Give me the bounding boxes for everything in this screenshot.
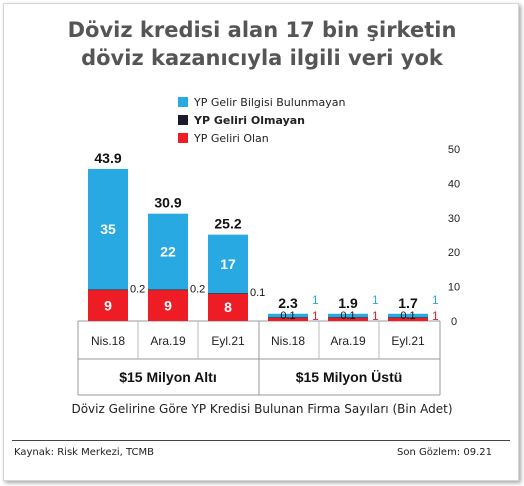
legend-swatch-with-income: [178, 133, 188, 143]
bar-no-income-3: [268, 317, 308, 319]
bar-no-info-1: [148, 213, 188, 290]
bar-with-income-1: [148, 290, 188, 321]
bar-with-income-0: [88, 290, 128, 321]
no-income-value-label-3: 0.1: [280, 310, 295, 322]
legend: YP Gelir Bilgisi Bulunmayan YP Geliri Ol…: [178, 94, 345, 148]
y-tick-label-4: 40: [448, 178, 460, 190]
legend-label-no-income: YP Geliri Olmayan: [194, 113, 306, 127]
chart-title: Döviz kredisi alan 17 bin şirketin döviz…: [0, 16, 524, 72]
legend-item-with-income: YP Geliri Olan: [178, 130, 345, 146]
legend-label-with-income: YP Geliri Olan: [194, 131, 269, 145]
legend-item-no-income: YP Geliri Olmayan: [178, 112, 345, 128]
source-note: Kaynak: Risk Merkezi, TCMB: [14, 447, 154, 458]
bar-no-income-0: [88, 289, 128, 291]
no-income-value-label-0: 0.2: [130, 283, 145, 295]
bar-no-info-2: [208, 234, 248, 294]
group-label-0: $15 Milyon Altı: [119, 369, 217, 385]
legend-item-no-info: YP Gelir Bilgisi Bulunmayan: [178, 94, 345, 110]
x-tick-label-4: Ara.19: [330, 334, 366, 348]
with-income-value-label-4: 1: [372, 309, 379, 323]
x-tick-label-5: Eyl.21: [391, 334, 425, 348]
no-info-value-label-2: 17: [220, 256, 236, 272]
last-observation: Son Gözlem: 09.21: [397, 447, 492, 458]
bar-no-income-1: [148, 289, 188, 291]
bar-no-info-3: [268, 313, 308, 318]
legend-swatch-no-info: [178, 97, 188, 107]
group-label-1: $15 Milyon Üstü: [296, 369, 403, 385]
bar-with-income-2: [208, 293, 248, 321]
total-label-1: 30.9: [154, 195, 181, 211]
y-tick-label-0: 0: [451, 316, 457, 328]
bar-with-income-4: [328, 317, 368, 321]
no-income-value-label-5: 0.1: [400, 310, 415, 322]
total-label-5: 1.7: [398, 295, 418, 311]
total-label-4: 1.9: [338, 295, 358, 311]
y-tick-label-3: 30: [448, 213, 460, 225]
no-info-value-label-4: 1: [372, 293, 379, 307]
bar-no-info-5: [388, 313, 428, 318]
bar-with-income-5: [388, 317, 428, 321]
y-tick-label-2: 20: [448, 247, 460, 259]
x-tick-label-2: Eyl.21: [211, 334, 245, 348]
title-line-1: Döviz kredisi alan 17 bin şirketin: [67, 18, 457, 42]
bar-no-info-4: [328, 313, 368, 318]
total-label-2: 25.2: [214, 216, 241, 232]
no-info-value-label-1: 22: [160, 244, 176, 260]
no-info-value-label-3: 1: [312, 293, 319, 307]
legend-label-no-info: YP Gelir Bilgisi Bulunmayan: [194, 95, 346, 109]
bar-with-income-3: [268, 317, 308, 321]
x-tick-label-3: Nis.18: [271, 334, 305, 348]
y-tick-label-1: 10: [448, 282, 460, 294]
with-income-value-label-1: 9: [164, 298, 172, 314]
x-tick-label-1: Ara.19: [150, 334, 186, 348]
bar-no-income-5: [388, 317, 428, 319]
y-tick-label-5: 50: [448, 144, 460, 156]
title-line-2: döviz kazanıcıyla ilgili veri yok: [81, 46, 443, 70]
bar-no-info-0: [88, 168, 128, 290]
no-info-value-label-5: 1: [432, 293, 439, 307]
legend-swatch-no-income: [178, 115, 188, 125]
with-income-value-label-2: 8: [224, 299, 232, 315]
with-income-value-label-0: 9: [104, 298, 112, 314]
no-info-value-label-0: 35: [100, 221, 116, 237]
with-income-value-label-5: 1: [432, 309, 439, 323]
footer-divider: [12, 440, 510, 441]
chart-subtitle: Döviz Gelirine Göre YP Kredisi Bulunan F…: [71, 402, 453, 416]
bar-no-income-2: [208, 293, 248, 294]
with-income-value-label-3: 1: [312, 309, 319, 323]
bar-no-income-4: [328, 317, 368, 319]
total-label-0: 43.9: [94, 150, 121, 166]
no-income-value-label-2: 0.1: [250, 287, 265, 299]
no-income-value-label-1: 0.2: [190, 283, 205, 295]
total-label-3: 2.3: [278, 295, 298, 311]
no-income-value-label-4: 0.1: [340, 310, 355, 322]
x-tick-label-0: Nis.18: [91, 334, 125, 348]
